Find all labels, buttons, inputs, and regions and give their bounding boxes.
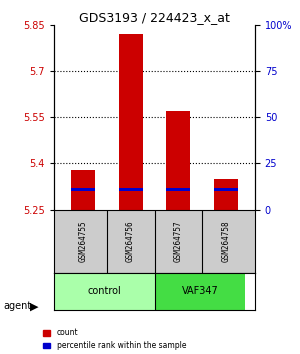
Title: GDS3193 / 224423_x_at: GDS3193 / 224423_x_at — [79, 11, 230, 24]
Bar — [118, 34, 142, 210]
Bar — [214, 179, 238, 210]
Text: control: control — [87, 286, 121, 296]
Bar — [54, 273, 154, 310]
Bar — [167, 188, 191, 192]
Bar — [118, 188, 142, 192]
Text: agent: agent — [3, 301, 31, 311]
Legend: count, percentile rank within the sample: count, percentile rank within the sample — [43, 329, 186, 350]
Text: ▶: ▶ — [30, 301, 38, 311]
Text: GSM264755: GSM264755 — [78, 221, 87, 262]
Bar — [167, 111, 191, 210]
Bar — [214, 188, 238, 192]
Text: VAF347: VAF347 — [182, 286, 218, 296]
Text: GSM264758: GSM264758 — [222, 221, 231, 262]
Bar — [154, 273, 245, 310]
Bar — [71, 188, 95, 192]
Text: GSM264756: GSM264756 — [126, 221, 135, 262]
Text: GSM264757: GSM264757 — [174, 221, 183, 262]
Bar — [71, 170, 95, 210]
